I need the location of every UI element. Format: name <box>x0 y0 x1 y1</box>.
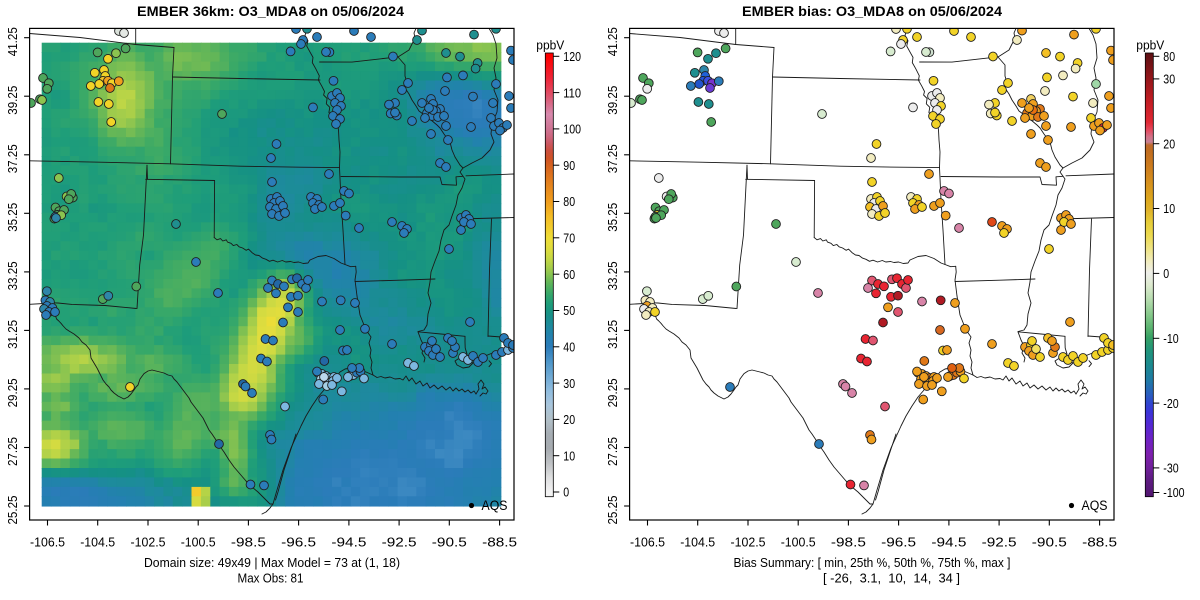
svg-text:27.25: 27.25 <box>605 437 620 466</box>
svg-text:-100.5: -100.5 <box>781 535 816 550</box>
svg-text:-102.5: -102.5 <box>131 535 166 550</box>
svg-text:39.25: 39.25 <box>5 86 20 115</box>
svg-text:-106.5: -106.5 <box>630 535 665 550</box>
svg-text:31.25: 31.25 <box>605 320 620 349</box>
svg-text:ppbV: ppbV <box>1136 39 1165 53</box>
svg-text:35.25: 35.25 <box>605 203 620 232</box>
svg-text:50: 50 <box>563 303 575 318</box>
svg-text:-96.5: -96.5 <box>881 535 916 550</box>
svg-text:-88.5: -88.5 <box>1082 535 1117 550</box>
svg-text:-90.5: -90.5 <box>432 535 467 550</box>
svg-text:37.25: 37.25 <box>5 144 20 173</box>
svg-text:-100: -100 <box>1163 485 1184 500</box>
svg-text:41.25: 41.25 <box>605 27 620 56</box>
svg-text:80: 80 <box>563 194 575 209</box>
svg-text:33.25: 33.25 <box>605 261 620 290</box>
svg-text:Bias Summary: [ min, 25th %, 5: Bias Summary: [ min, 25th %, 50th %, 75t… <box>734 555 1011 570</box>
svg-text:27.25: 27.25 <box>5 437 20 466</box>
svg-text:10: 10 <box>1163 201 1175 216</box>
svg-text:-20: -20 <box>1163 396 1178 411</box>
svg-text:20: 20 <box>563 412 575 427</box>
svg-text:80: 80 <box>1163 49 1175 64</box>
svg-text:-10: -10 <box>1163 331 1178 346</box>
svg-text:120: 120 <box>563 49 581 64</box>
svg-text:110: 110 <box>563 85 581 100</box>
svg-text:100: 100 <box>563 122 581 137</box>
svg-text:41.25: 41.25 <box>5 27 20 56</box>
svg-text:30: 30 <box>563 376 575 391</box>
svg-text:-98.5: -98.5 <box>231 535 266 550</box>
svg-text:29.25: 29.25 <box>605 378 620 407</box>
svg-text:30: 30 <box>1163 72 1175 87</box>
svg-text:-104.5: -104.5 <box>80 535 115 550</box>
svg-text:-94.5: -94.5 <box>931 535 966 550</box>
svg-text:AQS: AQS <box>1082 498 1108 513</box>
svg-text:-98.5: -98.5 <box>831 535 866 550</box>
svg-text:0: 0 <box>1163 266 1169 281</box>
svg-text:0: 0 <box>563 485 569 500</box>
svg-text:AQS: AQS <box>482 498 508 513</box>
svg-text:10: 10 <box>563 448 575 463</box>
svg-text:-88.5: -88.5 <box>482 535 517 550</box>
svg-text:33.25: 33.25 <box>5 261 20 290</box>
svg-text:-104.5: -104.5 <box>680 535 715 550</box>
svg-text:90: 90 <box>563 158 575 173</box>
svg-text:35.25: 35.25 <box>5 203 20 232</box>
svg-text:ppbV: ppbV <box>536 39 565 53</box>
svg-text:25.25: 25.25 <box>5 496 20 525</box>
svg-text:-102.5: -102.5 <box>731 535 766 550</box>
svg-text:Max Obs: 81: Max Obs: 81 <box>238 571 304 586</box>
svg-text:39.25: 39.25 <box>605 86 620 115</box>
svg-text:-30: -30 <box>1163 461 1178 476</box>
svg-text:-92.5: -92.5 <box>382 535 417 550</box>
svg-text:-92.5: -92.5 <box>982 535 1017 550</box>
svg-text:[ -26, 3.1, 10, 14, 34 ]: [ -26, 3.1, 10, 14, 34 ] <box>823 571 960 586</box>
svg-text:20: 20 <box>1163 136 1175 151</box>
svg-text:-106.5: -106.5 <box>30 535 65 550</box>
svg-text:-96.5: -96.5 <box>281 535 316 550</box>
svg-text:-100.5: -100.5 <box>181 535 216 550</box>
svg-text:Domain size: 49x49 | Max Model: Domain size: 49x49 | Max Model = 73 at (… <box>144 555 400 570</box>
svg-text:40: 40 <box>563 340 575 355</box>
svg-text:EMBER bias: O3_MDA8 on 05/06/2: EMBER bias: O3_MDA8 on 05/06/2024 <box>742 4 1002 20</box>
svg-text:29.25: 29.25 <box>5 378 20 407</box>
svg-text:60: 60 <box>563 267 575 282</box>
svg-text:37.25: 37.25 <box>605 144 620 173</box>
svg-text:31.25: 31.25 <box>5 320 20 349</box>
svg-text:70: 70 <box>563 231 575 246</box>
svg-text:EMBER 36km: O3_MDA8 on 05/06/2: EMBER 36km: O3_MDA8 on 05/06/2024 <box>137 4 404 20</box>
svg-text:25.25: 25.25 <box>605 496 620 525</box>
svg-text:-94.5: -94.5 <box>331 535 366 550</box>
svg-text:-90.5: -90.5 <box>1032 535 1067 550</box>
